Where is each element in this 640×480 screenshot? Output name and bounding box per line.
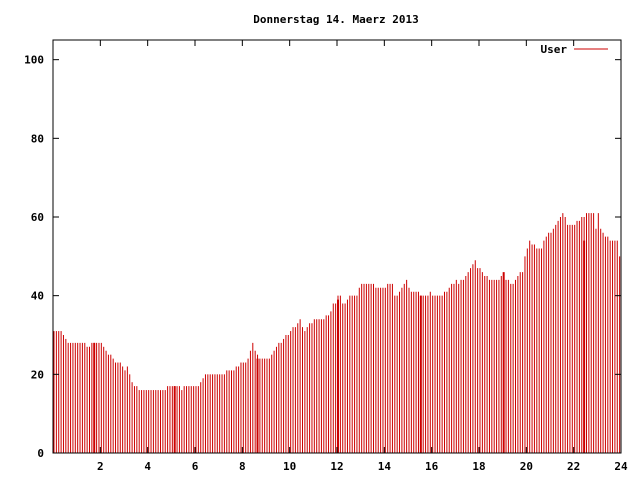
x-tick-label: 6 xyxy=(192,460,199,473)
y-tick-label: 40 xyxy=(31,290,44,303)
plot-border xyxy=(52,39,622,454)
x-tick-label: 4 xyxy=(144,460,151,473)
y-tick-label: 80 xyxy=(31,132,44,145)
y-tick-label: 100 xyxy=(24,54,44,67)
highlight-layer xyxy=(93,240,586,453)
legend-label: User xyxy=(541,43,568,56)
x-tick-label: 10 xyxy=(283,460,296,473)
x-tick-label: 12 xyxy=(330,460,343,473)
y-tick-label: 20 xyxy=(31,368,44,381)
x-tick-label: 18 xyxy=(472,460,485,473)
x-tick-label: 14 xyxy=(378,460,392,473)
bars-layer xyxy=(53,213,621,453)
legend: User xyxy=(541,43,608,56)
x-tick-label: 8 xyxy=(239,460,246,473)
plot-frame xyxy=(52,39,622,454)
x-tick-label: 16 xyxy=(425,460,439,473)
x-tick-label: 20 xyxy=(520,460,533,473)
y-tick-label: 0 xyxy=(37,447,44,460)
x-tick-label: 24 xyxy=(614,460,628,473)
y-tick-label: 60 xyxy=(31,211,44,224)
x-tick-label: 2 xyxy=(97,460,104,473)
x-tick-label: 22 xyxy=(567,460,580,473)
chart-title: Donnerstag 14. Maerz 2013 xyxy=(253,13,419,26)
